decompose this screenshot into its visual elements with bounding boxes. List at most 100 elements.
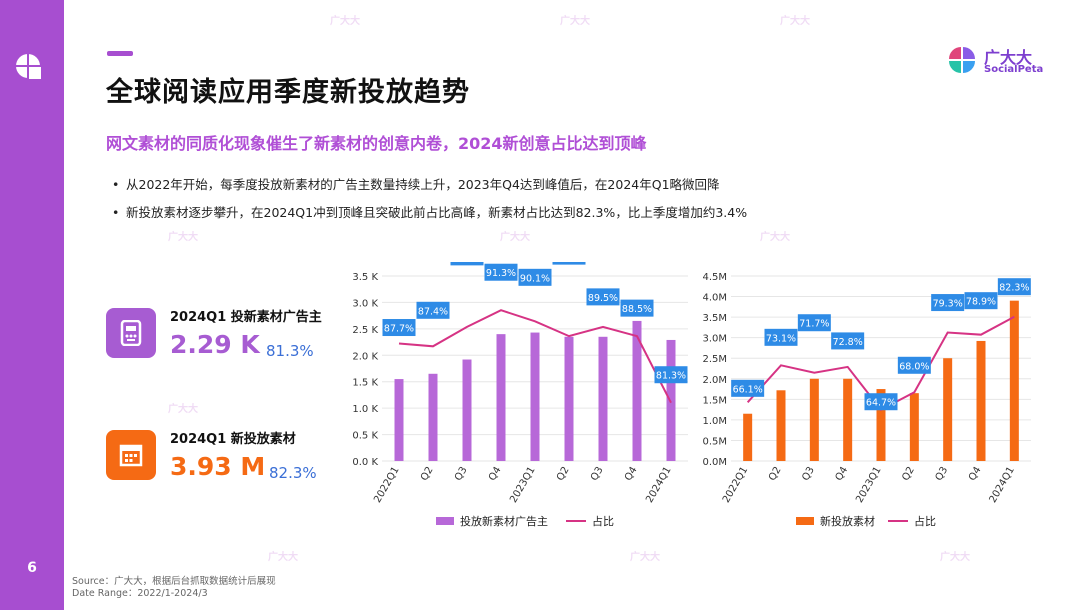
x-tick-label: Q4 [967,465,984,483]
page-number: 6 [27,560,37,576]
data-label: 88.5% [622,304,652,315]
data-label: 66.1% [733,384,763,395]
watermark: 广大大 [630,552,660,563]
x-tick-label: Q2 [419,465,436,483]
legend-label-line: 占比 [914,514,936,528]
data-label: 87.4% [418,306,448,317]
data-label-box [864,393,898,411]
data-label: 64.7% [866,398,896,409]
x-tick-label: 2023Q1 [854,465,883,505]
data-label-box [586,288,620,306]
bar [943,358,953,461]
data-label-box [931,294,965,312]
bar [1009,300,1019,461]
data-label: 78.9% [966,297,996,308]
y-tick-label: 2.0 K [352,351,378,362]
y-tick-label: 3.5 K [352,272,378,283]
data-label: 81.3% [656,371,686,382]
bullet-item: • 新投放素材逐步攀升，在2024Q1冲到顶峰且突破此前占比高峰，新素材占比达到8… [112,205,748,220]
y-tick-label: 4.5M [702,272,727,283]
y-tick-label: 1.5 K [352,378,378,389]
x-tick-label: Q3 [934,465,951,483]
socialpeta-logo-icon [949,47,975,73]
bar [743,413,753,461]
x-tick-label: Q3 [800,465,817,483]
y-tick-label: 1.5M [702,395,727,406]
y-tick-label: 0.5 K [352,431,378,442]
data-label: 88.5% [554,262,584,263]
kpi-label: 2024Q1 新投放素材 [170,432,296,447]
data-label-box [382,319,416,337]
legend-swatch-bar [436,517,454,525]
data-label: 79.3% [933,299,963,310]
watermark: 广大大 [330,16,360,27]
y-tick-label: 0.0 K [352,457,378,468]
watermark: 广大大 [268,552,298,563]
sidebar: 6 [0,0,64,610]
bar [909,393,919,461]
advertiser-chart: 0.0 K 0.5 K 1.0 K 1.5 K 2.0 K 2.5 K 3.0 K 3.5 K… [352,262,688,528]
data-label-box [831,332,865,350]
data-label-box [797,314,831,332]
bar [564,336,574,461]
data-label: 87.7% [384,324,414,335]
data-label-box [416,301,450,319]
kpi-value: 2.29 K [170,330,260,359]
watermark: 广大大 [760,232,790,243]
bullet-text: 新投放素材逐步攀升，在2024Q1冲到顶峰且突破此前占比高峰，新素材占比达到82… [126,205,748,220]
watermark: 广大大 [940,552,970,563]
data-label: 90.1% [520,273,550,284]
x-tick-label: 2023Q1 [508,465,537,505]
x-tick-label: Q4 [834,465,851,483]
page-title: 全球阅读应用季度新投放趋势 [106,77,470,108]
x-tick-label: 2024Q1 [988,465,1017,505]
data-label-box [518,268,552,286]
bullet-item: • 从2022年开始，每季度投放新素材的广告主数量持续上升，2023年Q4达到峰值… [112,177,720,192]
data-label-box [731,379,765,397]
y-tick-label: 0.5M [702,436,727,447]
data-label-box [552,262,586,265]
bar [598,336,608,461]
y-tick-label: 3.0 K [352,298,378,309]
ratio-line [398,309,672,404]
data-label-box [964,292,998,310]
creative-chart: 0.0M 0.5M 1.0M 1.5M 2.0M 2.5M 3.0M 3.5M 4.0M 4.5M… [702,272,1031,528]
bar [496,334,506,461]
x-tick-label: 2022Q1 [372,465,401,505]
bar [876,389,886,461]
data-label: 73.1% [766,333,796,344]
footer-source: Source：广大大，根据后台抓取数据统计后展现 [72,576,276,587]
x-tick-label: Q3 [453,465,470,483]
data-label-box [897,356,931,374]
phone-icon [106,308,156,358]
data-label: 68.0% [899,361,929,372]
data-label: 72.8% [833,337,863,348]
brand-logo: 广大大 SocialPeta [948,44,1048,80]
y-tick-label: 3.5M [702,313,727,324]
data-label-box [654,366,688,384]
watermark: 广大大 [500,232,530,243]
brand-pie-icon [15,53,41,79]
y-tick-label: 0.0M [702,457,727,468]
bullet-text: 从2022年开始，每季度投放新素材的广告主数量持续上升，2023年Q4达到峰值后… [126,177,720,192]
y-tick-label: 2.0M [702,375,727,386]
kpi-percent: 82.3% [269,464,317,482]
y-tick-label: 2.5 K [352,325,378,336]
legend-label-bar: 新投放素材 [820,514,875,528]
brand-name-cn: 广大大 [984,48,1033,67]
bullet-list: • 从2022年开始，每季度投放新素材的广告主数量持续上升，2023年Q4达到峰值… [112,174,747,230]
bar [632,320,642,461]
bar [428,373,438,461]
x-tick-label: Q4 [623,465,640,483]
x-tick-label: Q4 [487,465,504,483]
data-label-box [620,299,654,317]
y-tick-label: 1.0M [702,416,727,427]
bar [776,390,786,461]
bar [530,332,540,461]
calendar-icon [106,430,156,480]
data-label-box [997,278,1031,296]
watermark: 广大大 [168,404,198,415]
data-label: 89.5% [452,262,482,264]
title-accent-bar [107,51,133,56]
legend-label-line: 占比 [592,514,614,528]
